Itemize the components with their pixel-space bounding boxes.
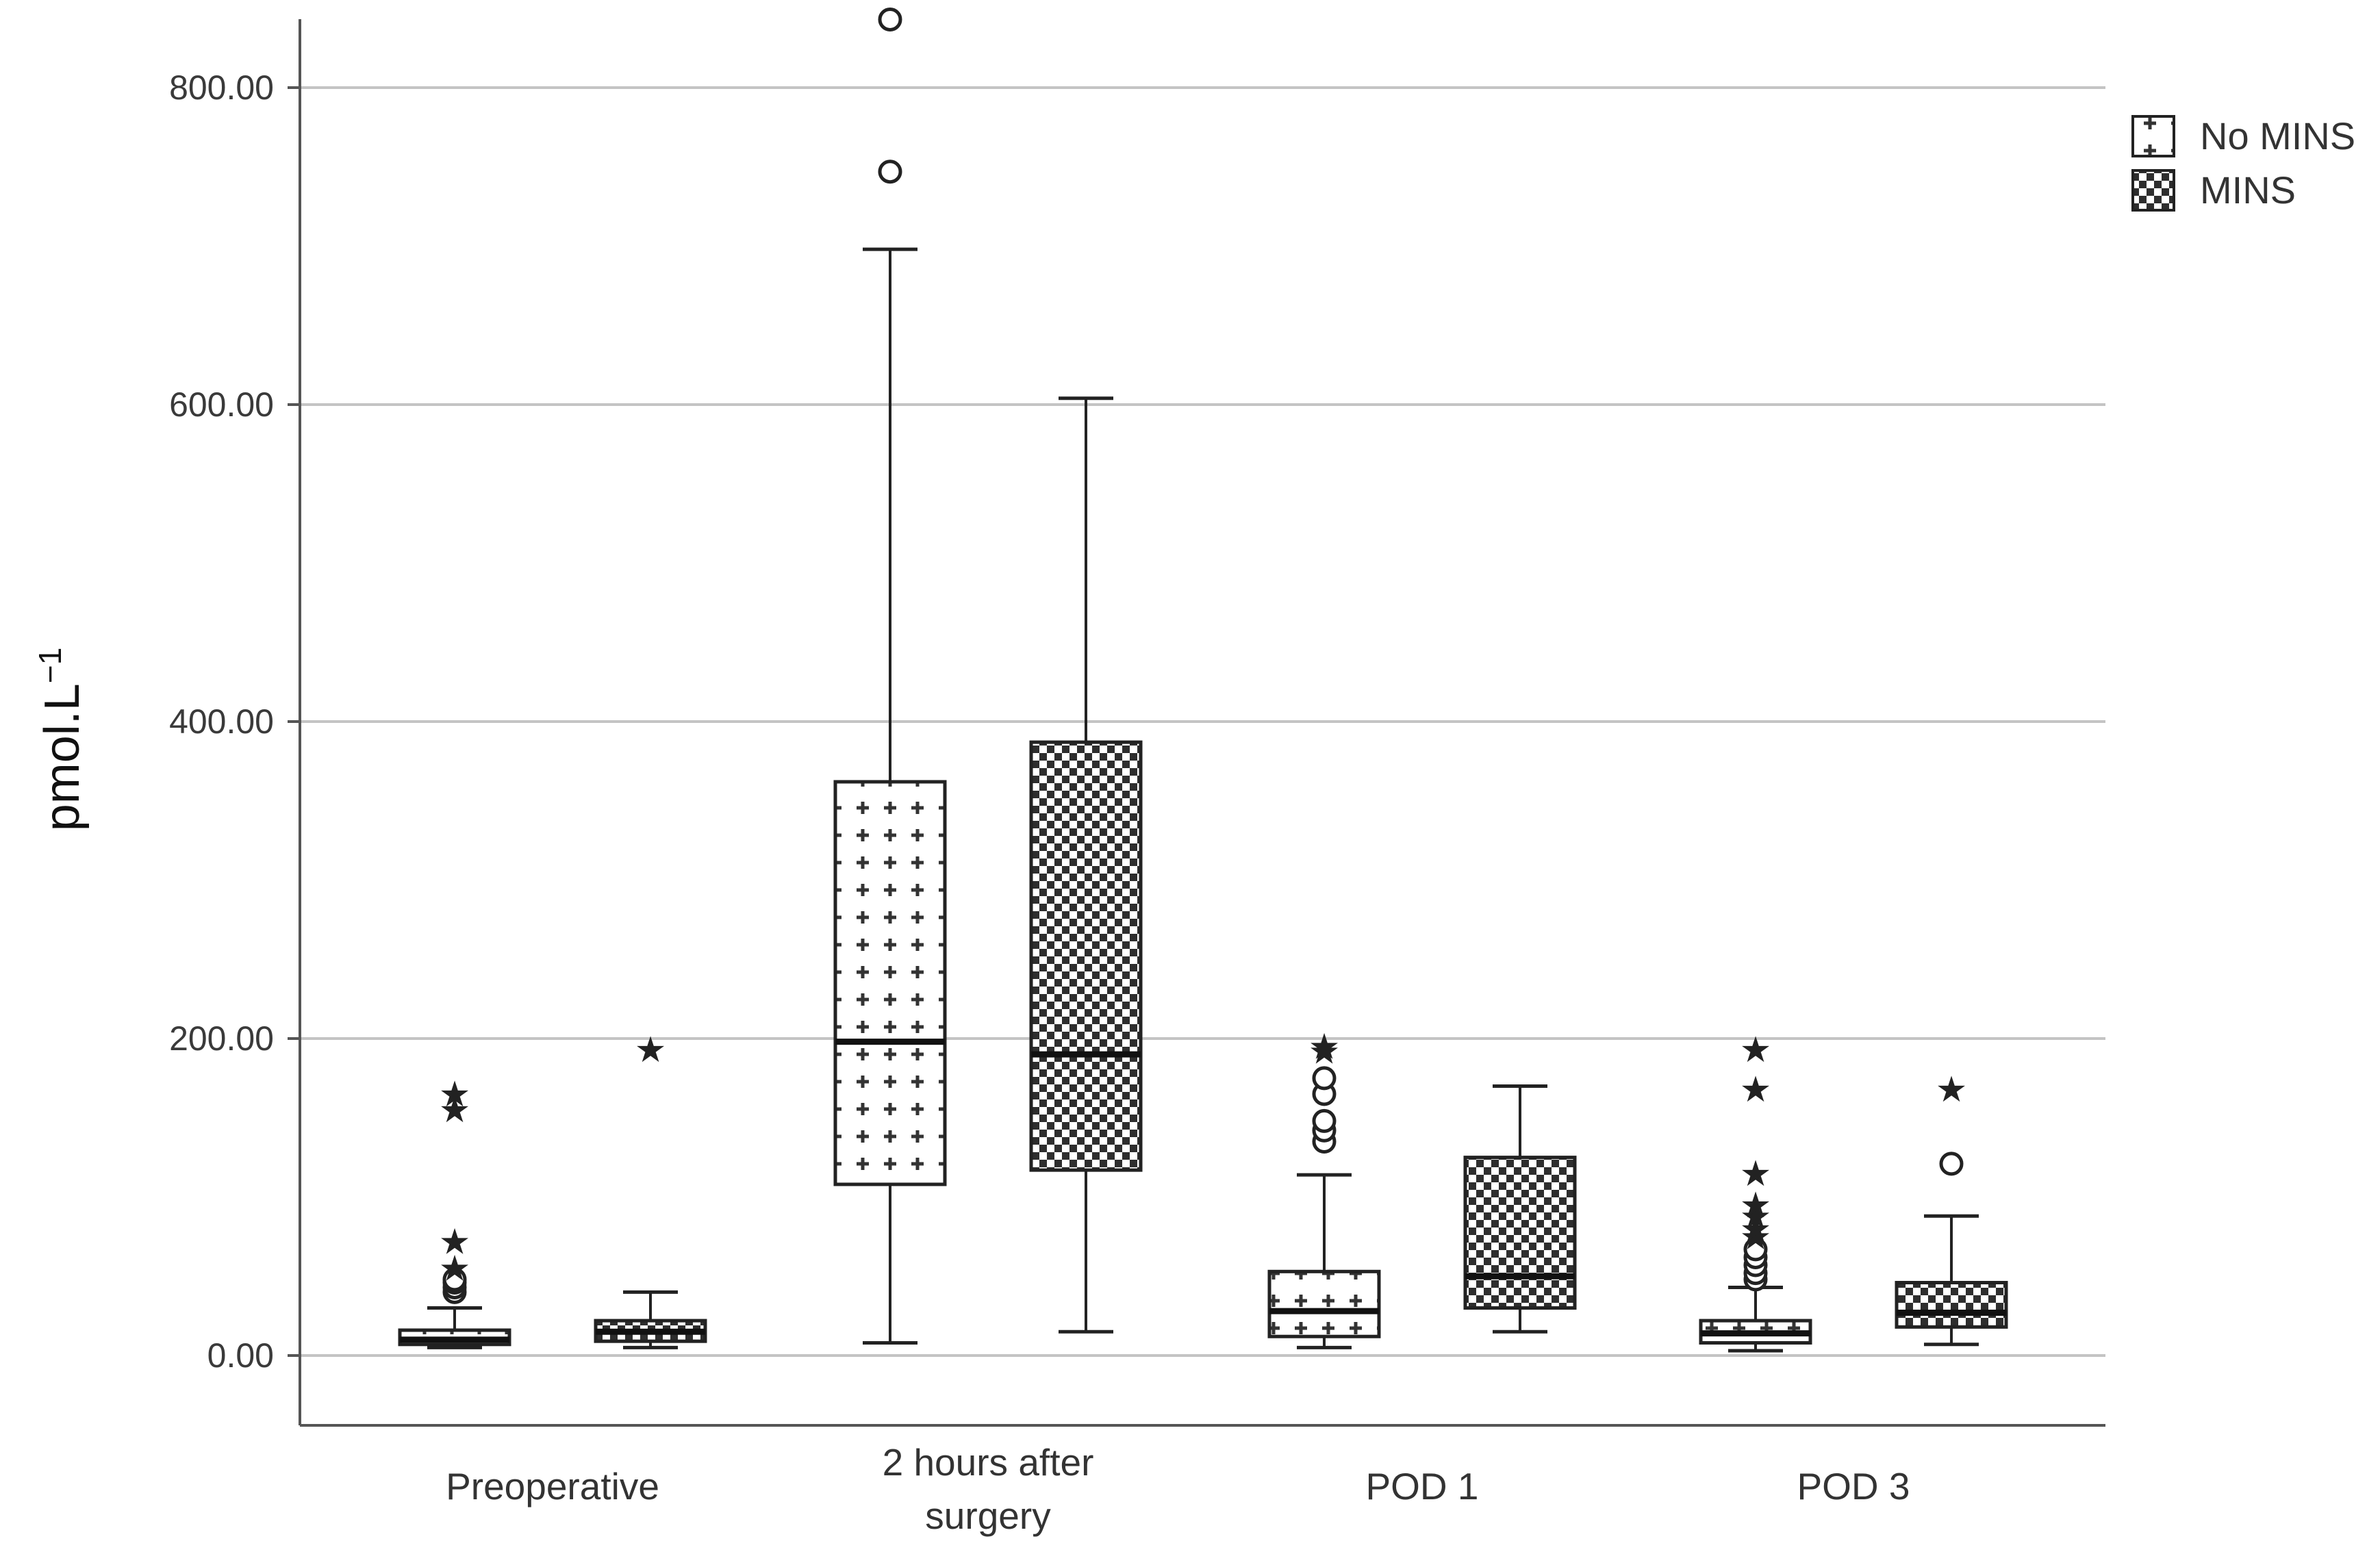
legend-item-mins: MINS [2131,168,2296,212]
extreme-point: ★ [1740,1196,1772,1237]
extreme-point: ★ [1740,1185,1772,1226]
category-label: surgery [925,1494,1051,1537]
gridlines [300,86,2105,1357]
category-label: Preoperative [446,1465,659,1508]
extreme-point: ★ [1740,1030,1772,1071]
box-mins-2 [1029,396,1143,1334]
legend: No MINS MINS [2131,114,2355,212]
outlier-point [1939,1152,1964,1176]
y-axis-label-superscript: −1 [32,648,68,683]
iqr-box [1463,1156,1577,1310]
y-tick-label: 800.00 [169,68,274,107]
extreme-point: ★ [1740,1209,1772,1250]
box-no-mins-3: ★★ [1267,1027,1381,1349]
extreme-point: ★ [439,1074,471,1115]
category-label: POD 3 [1797,1465,1910,1508]
y-tick-label: 400.00 [169,702,274,741]
box-mins-3 [1463,1084,1577,1334]
outlier-point [442,1267,467,1292]
y-tick-label: 600.00 [169,385,274,424]
outlier-point [1743,1237,1768,1262]
y-tick-label: 0.00 [207,1336,274,1375]
legend-label-mins: MINS [2200,168,2296,212]
extreme-point: ★ [439,1221,471,1262]
outlier-point [1312,1066,1337,1091]
y-tick-label: 200.00 [169,1019,274,1058]
legend-swatch-mins [2131,169,2175,212]
box-no-mins-4: ★★★★★★★ [1699,1030,1812,1353]
extreme-point: ★ [1740,1069,1772,1110]
y-axis-label-text: pmol.L [35,683,90,831]
y-axis-label: pmol.L−1 [32,648,90,832]
box-no-mins-2 [833,7,947,1345]
extreme-point: ★ [439,1090,471,1131]
legend-label-no-mins: No MINS [2200,114,2355,157]
extreme-point: ★ [635,1030,667,1071]
extreme-point: ★ [439,1249,471,1290]
extreme-point: ★ [1740,1154,1772,1195]
legend-item-no-mins: No MINS [2131,114,2355,157]
iqr-box [1029,740,1143,1172]
outlier-point [878,160,902,184]
box-mins-1: ★ [594,1030,707,1349]
outlier-point [878,7,902,31]
extreme-point: ★ [1308,1032,1341,1073]
category-label: POD 1 [1365,1465,1478,1508]
extreme-point: ★ [1308,1027,1341,1068]
iqr-box [833,780,947,1186]
box-mins-4: ★ [1895,1069,2008,1347]
iqr-box [1267,1269,1381,1338]
category-labels: Preoperative 2 hours after surgery POD 1 POD… [446,1441,1910,1537]
box-no-mins-1: ★★★★ [398,1074,511,1349]
iqr-box [1895,1281,2008,1329]
y-tick-labels: 0.00 200.00 400.00 600.00 800.00 [169,68,300,1375]
extreme-point: ★ [1740,1217,1772,1258]
box-series: ★★★★★★★★★★★★★★★ [398,7,2008,1353]
category-label: 2 hours after [883,1441,1094,1484]
outlier-point [1312,1108,1337,1133]
legend-swatch-no-mins [2131,115,2175,157]
extreme-point: ★ [1936,1069,1968,1110]
